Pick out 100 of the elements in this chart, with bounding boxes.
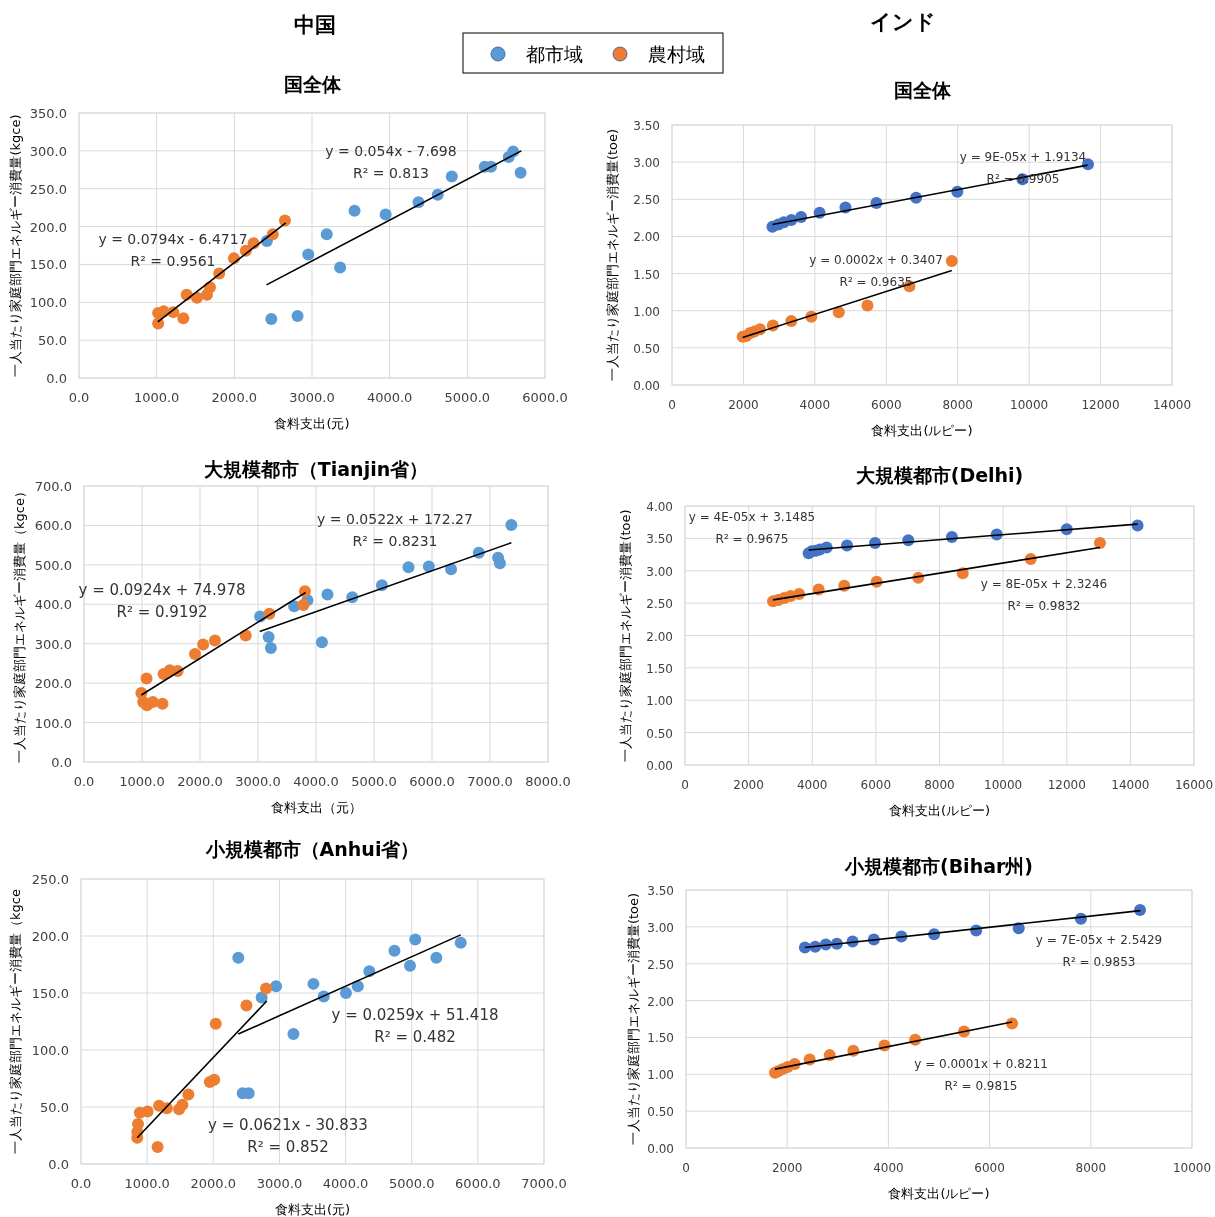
chart-title: 小規模都市（Anhui省） xyxy=(204,838,420,860)
x-tick-label: 8000.0 xyxy=(525,774,571,789)
x-tick-label: 0.0 xyxy=(70,1176,92,1191)
annotation: y = 7E-05x + 2.5429 R² = 0.9853 xyxy=(1035,933,1163,969)
x-tick-label: 2000 xyxy=(771,1161,803,1175)
annotation: y = 0.0001x + 0.8211 R² = 0.9815 xyxy=(914,1057,1048,1093)
y-tick-label: 0.00 xyxy=(647,1142,674,1156)
text: インド xyxy=(870,10,936,34)
x-tick-label: 10000 xyxy=(1010,398,1049,412)
x-axis-title: 食料支出(ルピー) xyxy=(888,1186,990,1201)
x-tick-label: 1000.0 xyxy=(124,1176,170,1191)
y-tick-label: 0.50 xyxy=(647,1105,674,1120)
x-tick-label: 1000.0 xyxy=(133,390,180,405)
x-tick-label: 12000 xyxy=(1081,398,1120,412)
x-tick-label: 4000 xyxy=(799,398,831,412)
y-tick-label: 2.50 xyxy=(647,957,674,972)
y-axis-title: 一人当たり家庭部門エネルギー消費量(kgce) xyxy=(8,114,23,377)
y-tick-label: 3.50 xyxy=(647,884,674,898)
y-tick-label: 400.0 xyxy=(34,597,72,613)
annotation: y = 0.0002x + 0.3407 R² = 0.9635 xyxy=(809,253,943,289)
y-tick-label: 2.50 xyxy=(633,193,660,208)
y-tick-label: 250.0 xyxy=(31,872,69,887)
x-tick-label: 4000.0 xyxy=(293,774,339,789)
x-tick-label: 5000.0 xyxy=(444,390,491,405)
x-tick-label: 6000.0 xyxy=(455,1176,501,1191)
y-tick-label: 200.0 xyxy=(29,219,67,235)
y-tick-label: 700.0 xyxy=(34,479,72,494)
text: 中国 xyxy=(294,13,336,37)
chart-title: 大規模都市（Tianjin省） xyxy=(203,458,429,480)
y-tick-label: 200.0 xyxy=(31,929,69,944)
annotation: y = 8E-05x + 2.3246 R² = 0.9832 xyxy=(980,577,1108,613)
y-axis-title: 一人当たり家庭部門エネルギー消費量(toe) xyxy=(605,128,620,382)
y-tick-label: 100.0 xyxy=(29,295,67,311)
y-tick-label: 3.50 xyxy=(633,119,660,133)
annotation: y = 0.054x - 7.698 R² = 0.813 xyxy=(325,143,457,181)
y-axis-title: 一人当たり家庭部門エネルギー消費量(toe) xyxy=(618,509,633,762)
x-axis-title: 食料支出(元) xyxy=(274,416,350,431)
y-tick-label: 1.00 xyxy=(633,304,660,319)
x-tick-label: 4000 xyxy=(873,1161,904,1175)
x-tick-label: 0 xyxy=(681,778,689,792)
y-tick-label: 300.0 xyxy=(29,143,67,159)
annotation: y = 0.0924x + 74.978 R² = 0.9192 xyxy=(78,581,246,621)
y-tick-label: 150.0 xyxy=(29,257,67,273)
y-tick-label: 250.0 xyxy=(29,181,67,197)
x-tick-label: 1000.0 xyxy=(119,774,165,789)
annotation: y = 0.0522x + 172.27 R² = 0.8231 xyxy=(317,511,473,549)
x-tick-label: 5000.0 xyxy=(388,1176,435,1191)
y-tick-label: 3.50 xyxy=(646,532,673,547)
chart-title: 小規模都市(Bihar州) xyxy=(843,855,1034,877)
x-tick-label: 6000 xyxy=(871,398,902,412)
x-axis-title: 食料支出(ルピー) xyxy=(871,423,973,438)
annotation: y = 0.0621x - 30.833 R² = 0.852 xyxy=(208,1116,368,1156)
x-tick-label: 2000.0 xyxy=(211,390,258,405)
x-tick-label: 8000 xyxy=(1075,1161,1107,1175)
y-tick-label: 200.0 xyxy=(34,676,72,692)
annotation: y = 4E-05x + 3.1485 R² = 0.9675 xyxy=(688,510,816,546)
x-tick-label: 2000.0 xyxy=(190,1176,237,1191)
x-tick-label: 7000.0 xyxy=(467,774,513,789)
x-tick-label: 8000 xyxy=(924,778,955,792)
x-tick-label: 8000 xyxy=(942,398,973,412)
x-tick-label: 2000 xyxy=(728,398,759,412)
y-tick-label: 1.00 xyxy=(646,694,673,709)
x-tick-label: 4000.0 xyxy=(322,1176,369,1191)
y-tick-label: 50.0 xyxy=(38,333,67,349)
y-tick-label: 2.00 xyxy=(647,994,674,1009)
y-tick-label: 3.00 xyxy=(647,920,674,935)
y-tick-label: 1.00 xyxy=(647,1068,674,1083)
x-tick-label: 6000.0 xyxy=(409,774,455,789)
y-tick-label: 300.0 xyxy=(34,636,72,652)
y-tick-label: 0.00 xyxy=(646,759,673,773)
y-tick-label: 0.50 xyxy=(633,341,660,356)
x-tick-label: 14000 xyxy=(1111,778,1150,792)
x-tick-label: 6000 xyxy=(860,778,892,792)
y-tick-label: 2.50 xyxy=(646,597,673,612)
x-tick-label: 4000 xyxy=(796,778,828,792)
y-tick-label: 2.00 xyxy=(633,230,660,245)
y-tick-label: 0.50 xyxy=(646,726,673,741)
x-tick-label: 7000.0 xyxy=(521,1176,567,1191)
x-axis-title: 食料支出（元） xyxy=(270,800,362,815)
annotation: y = 0.0259x + 51.418 R² = 0.482 xyxy=(331,1006,499,1046)
y-tick-label: 3.00 xyxy=(646,564,673,579)
x-tick-label: 3000.0 xyxy=(256,1176,303,1191)
x-tick-label: 10000 xyxy=(984,778,1023,792)
y-axis-title: 一人当たり家庭部門エネルギー消費量(toe) xyxy=(626,892,641,1146)
y-tick-label: 50.0 xyxy=(40,1100,69,1115)
y-tick-label: 500.0 xyxy=(34,557,72,573)
annotation: y = 0.0794x - 6.4717 R² = 0.9561 xyxy=(98,231,248,269)
x-tick-label: 12000 xyxy=(1047,778,1086,792)
y-tick-label: 600.0 xyxy=(34,518,72,534)
chart-title: 国全体 xyxy=(283,73,342,95)
chart-title: 大規模都市(Delhi) xyxy=(855,464,1024,486)
x-tick-label: 0.0 xyxy=(68,390,90,405)
x-tick-label: 3000.0 xyxy=(235,774,281,789)
x-tick-label: 0 xyxy=(682,1161,690,1175)
y-tick-label: 350.0 xyxy=(29,106,67,121)
x-tick-label: 14000 xyxy=(1152,398,1192,412)
y-tick-label: 150.0 xyxy=(31,986,69,1001)
x-axis-title: 食料支出(元) xyxy=(274,1202,351,1217)
y-tick-label: 1.50 xyxy=(646,661,673,676)
legend-label: 農村域 xyxy=(648,43,705,65)
